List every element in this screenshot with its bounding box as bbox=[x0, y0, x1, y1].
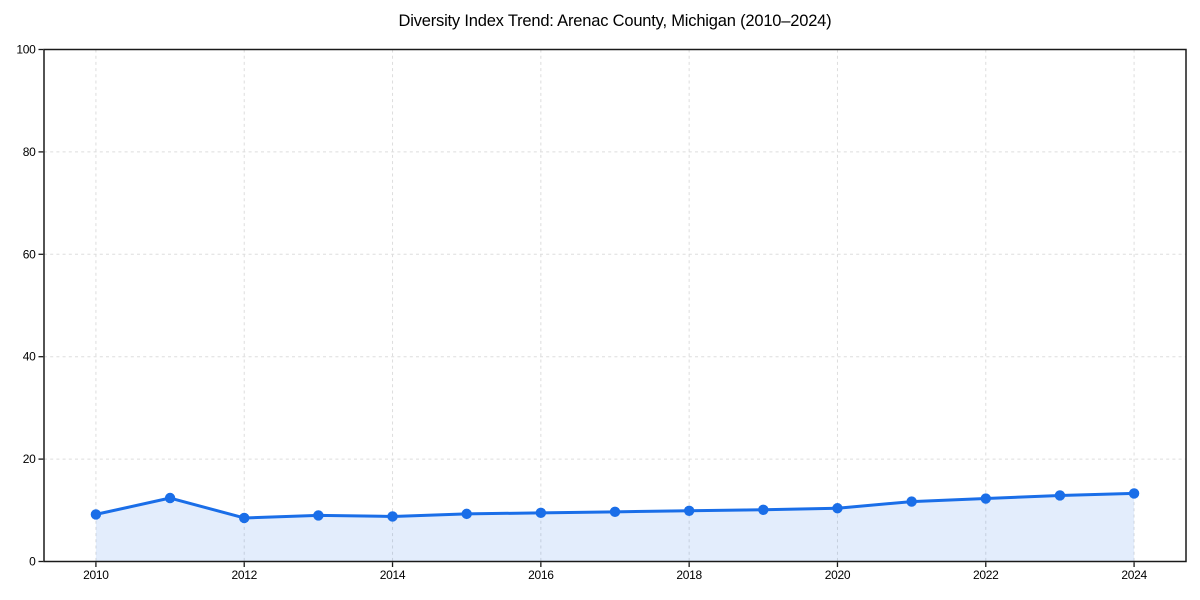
data-point-2016 bbox=[535, 507, 547, 519]
y-tick-label-60: 60 bbox=[23, 247, 36, 261]
axes-layer bbox=[38, 48, 1187, 567]
grid-layer bbox=[44, 49, 1186, 562]
y-tick-label-100: 100 bbox=[16, 43, 36, 57]
x-tick-label-2024: 2024 bbox=[1121, 568, 1147, 582]
area-fill bbox=[95, 493, 1135, 562]
x-tick-label-2016: 2016 bbox=[528, 568, 554, 582]
data-point-2021 bbox=[906, 496, 917, 507]
data-point-2020 bbox=[832, 503, 843, 514]
data-point-2011 bbox=[164, 492, 176, 504]
y-tick-label-80: 80 bbox=[23, 145, 36, 159]
data-point-2019 bbox=[758, 504, 769, 515]
data-point-2013 bbox=[313, 510, 324, 521]
data-point-2024 bbox=[1128, 488, 1140, 499]
label-layer: 2010 2012 2014 2016 2018 2020 2022 2024 0 20 40 60 8… bbox=[16, 43, 1147, 583]
x-tick-label-2014: 2014 bbox=[380, 568, 406, 582]
x-tick-label-2010: 2010 bbox=[83, 568, 109, 582]
data-point-2015 bbox=[461, 508, 472, 520]
chart-title: Diversity Index Trend: Arenac County, Mi… bbox=[398, 12, 832, 30]
data-point-2023 bbox=[1054, 490, 1066, 501]
data-point-2012 bbox=[239, 512, 250, 524]
data-point-2010 bbox=[90, 509, 102, 520]
plot-border bbox=[43, 48, 1187, 563]
x-tick-label-2020: 2020 bbox=[825, 568, 851, 582]
y-tick-label-20: 20 bbox=[23, 452, 36, 466]
x-tick-label-2022: 2022 bbox=[973, 568, 999, 582]
x-tick-label-2012: 2012 bbox=[231, 568, 257, 582]
data-point-2018 bbox=[683, 505, 695, 517]
data-point-2022 bbox=[980, 493, 991, 504]
y-tick-label-40: 40 bbox=[23, 350, 36, 364]
data-point-2014 bbox=[387, 511, 398, 522]
y-tick-label-0: 0 bbox=[29, 555, 36, 569]
data-point-2017 bbox=[609, 506, 621, 518]
x-tick-label-2018: 2018 bbox=[676, 568, 702, 582]
series-layer bbox=[90, 488, 1140, 562]
